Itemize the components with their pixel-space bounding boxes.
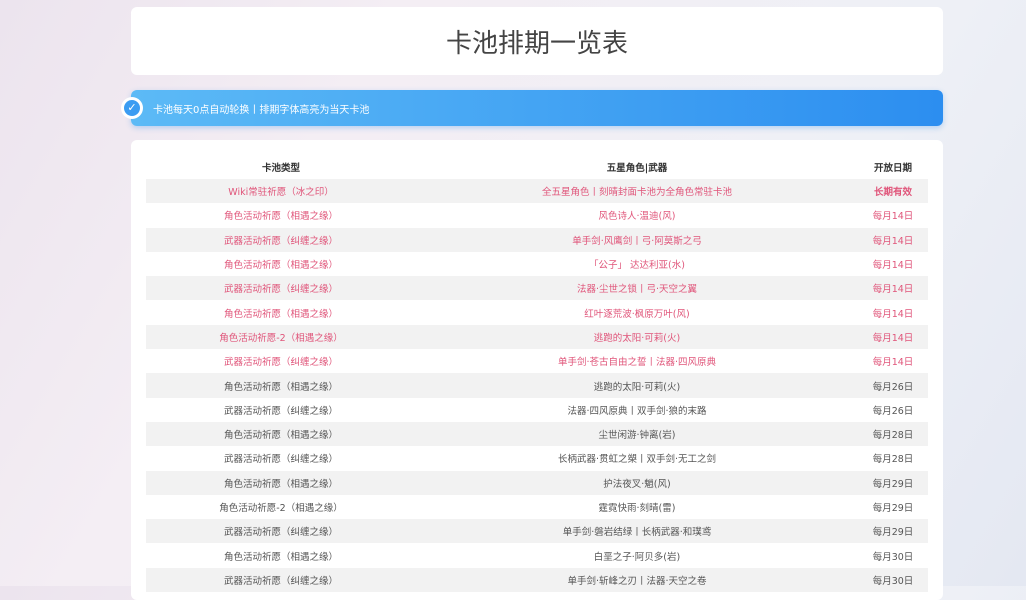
cell-five-star: 法器·四风原典丨双手剑·狼的末路	[567, 405, 707, 417]
cell-pool-type: 角色活动祈愿（相遇之缘）	[223, 308, 338, 320]
cell-date: 每月14日	[872, 357, 914, 369]
cell-pool-type: 武器活动祈愿（纠缠之缘）	[146, 567, 416, 593]
table-row: Wiki常驻祈愿（冰之印） 全五星角色丨刻晴封面卡池为全角色常驻卡池 长期有效	[146, 179, 928, 204]
header-five-star: 五星角色|武器	[606, 162, 668, 174]
cell-pool-type: 角色活动祈愿（相遇之缘）	[223, 211, 338, 223]
cell-date: 每月14日	[858, 276, 928, 301]
cell-date: 每月30日	[872, 551, 914, 563]
table-row: 角色活动祈愿（相遇之缘） 「公子」 达达利亚(水) 每月14日	[146, 252, 928, 276]
table-row: 武器活动祈愿（纠缠之缘） 单手剑·磐岩结绿丨长柄武器·和璞鸢 每月29日	[146, 519, 928, 544]
table-row: 武器活动祈愿（纠缠之缘） 法器·四风原典丨双手剑·狼的末路 每月26日	[146, 398, 928, 422]
cell-pool-type: 角色活动祈愿（相遇之缘）	[146, 421, 416, 447]
table-row: 武器活动祈愿（纠缠之缘） 法器·尘世之锁丨弓·天空之翼 每月14日	[146, 276, 928, 301]
cell-five-star: 全五星角色丨刻晴封面卡池为全角色常驻卡池	[416, 179, 858, 204]
cell-five-star: 单手剑·苍古自由之誓丨法器·四风原典	[557, 357, 717, 369]
table-row: 武器活动祈愿（纠缠之缘） 单手剑·苍古自由之誓丨法器·四风原典 每月14日	[146, 349, 928, 373]
table-header: 卡池类型 五星角色|武器 开放日期	[146, 154, 928, 179]
title-card: 卡池排期一览表	[131, 7, 943, 75]
cell-pool-type: 角色活动祈愿-2（相遇之缘）	[146, 324, 416, 350]
cell-five-star: 单手剑·磐岩结绿丨长柄武器·和璞鸢	[416, 519, 858, 544]
cell-date: 每月14日	[872, 211, 914, 223]
page-title: 卡池排期一览表	[445, 28, 628, 59]
schedule-card: 卡池类型 五星角色|武器 开放日期 Wiki常驻祈愿（冰之印） 全五星角色丨刻晴封…	[131, 140, 943, 600]
cell-date: 长期有效	[858, 179, 928, 204]
cell-pool-type: 角色活动祈愿（相遇之缘）	[146, 373, 416, 398]
cell-five-star: 逃跑的太阳·可莉(火)	[416, 373, 858, 398]
cell-five-star: 红叶逐荒波·枫原万叶(风)	[584, 308, 690, 320]
cell-date: 每月14日	[858, 227, 928, 252]
cell-date: 每月29日	[858, 519, 928, 544]
cell-date: 每月30日	[858, 567, 928, 593]
header-date: 开放日期	[873, 162, 912, 174]
cell-five-star: 法器·尘世之锁丨弓·天空之翼	[416, 276, 858, 301]
cell-pool-type: 角色活动祈愿-2（相遇之缘）	[219, 503, 343, 514]
cell-date: 每月14日	[858, 324, 928, 350]
cell-date: 每月26日	[872, 405, 914, 417]
cell-five-star: 「公子」 达达利亚(水)	[589, 260, 685, 272]
cell-date: 每月26日	[858, 373, 928, 398]
cell-pool-type: 武器活动祈愿（纠缠之缘）	[146, 227, 416, 252]
table-row: 武器活动祈愿（纠缠之缘） 单手剑·斩峰之刃丨法器·天空之卷 每月30日	[146, 567, 928, 593]
table-row: 武器活动祈愿（纠缠之缘） 长柄武器·贯虹之槊丨双手剑·无工之剑 每月28日	[146, 446, 928, 470]
cell-pool-type: 角色活动祈愿（相遇之缘）	[223, 260, 338, 272]
table-row: 角色活动祈愿-2（相遇之缘） 逃跑的太阳·可莉(火) 每月14日	[146, 324, 928, 350]
schedule-table: 卡池类型 五星角色|武器 开放日期 Wiki常驻祈愿（冰之印） 全五星角色丨刻晴封…	[146, 154, 928, 593]
cell-date: 每月14日	[872, 260, 914, 272]
cell-pool-type: 武器活动祈愿（纠缠之缘）	[146, 519, 416, 544]
info-banner: ✓ 卡池每天0点自动轮换丨排期字体高亮为当天卡池	[121, 90, 943, 126]
table-row: 角色活动祈愿（相遇之缘） 白垩之子·阿贝多(岩) 每月30日	[146, 543, 928, 567]
cell-pool-type: 角色活动祈愿（相遇之缘）	[223, 551, 338, 563]
table-row: 角色活动祈愿（相遇之缘） 尘世闲游·钟离(岩) 每月28日	[146, 421, 928, 447]
cell-five-star: 逃跑的太阳·可莉(火)	[416, 324, 858, 350]
header-pool-type: 卡池类型	[261, 162, 300, 174]
cell-pool-type: 角色活动祈愿（相遇之缘）	[146, 470, 416, 495]
cell-five-star: 单手剑·风鹰剑丨弓·阿莫斯之弓	[416, 227, 858, 252]
table-row: 角色活动祈愿（相遇之缘） 护法夜叉·魈(风) 每月29日	[146, 470, 928, 495]
check-circle-icon: ✓	[121, 97, 143, 119]
cell-five-star: 护法夜叉·魈(风)	[416, 470, 858, 495]
cell-date: 每月28日	[872, 454, 914, 466]
cell-five-star: 白垩之子·阿贝多(岩)	[593, 551, 681, 563]
table-row: 角色活动祈愿（相遇之缘） 红叶逐荒波·枫原万叶(风) 每月14日	[146, 300, 928, 324]
cell-five-star: 长柄武器·贯虹之槊丨双手剑·无工之剑	[557, 454, 717, 466]
table-row: 武器活动祈愿（纠缠之缘） 单手剑·风鹰剑丨弓·阿莫斯之弓 每月14日	[146, 227, 928, 252]
cell-pool-type: 武器活动祈愿（纠缠之缘）	[223, 357, 338, 369]
cell-pool-type: 武器活动祈愿（纠缠之缘）	[146, 276, 416, 301]
table-row: 角色活动祈愿-2（相遇之缘） 霆霓快雨·刻晴(雷) 每月29日	[146, 495, 928, 519]
cell-five-star: 霆霓快雨·刻晴(雷)	[598, 503, 676, 514]
cell-pool-type: 武器活动祈愿（纠缠之缘）	[223, 405, 338, 417]
cell-date: 每月29日	[872, 503, 914, 514]
table-row: 角色活动祈愿（相遇之缘） 风色诗人·温迪(风) 每月14日	[146, 203, 928, 227]
cell-date: 每月28日	[858, 421, 928, 447]
table-row: 角色活动祈愿（相遇之缘） 逃跑的太阳·可莉(火) 每月26日	[146, 373, 928, 398]
cell-five-star: 风色诗人·温迪(风)	[598, 211, 676, 223]
cell-pool-type: 武器活动祈愿（纠缠之缘）	[223, 454, 338, 466]
cell-date: 每月14日	[872, 308, 914, 320]
cell-five-star: 尘世闲游·钟离(岩)	[416, 421, 858, 447]
cell-pool-type: Wiki常驻祈愿（冰之印）	[146, 179, 416, 204]
cell-date: 每月29日	[858, 470, 928, 495]
cell-five-star: 单手剑·斩峰之刃丨法器·天空之卷	[416, 567, 858, 593]
banner-text: 卡池每天0点自动轮换丨排期字体高亮为当天卡池	[153, 104, 370, 116]
